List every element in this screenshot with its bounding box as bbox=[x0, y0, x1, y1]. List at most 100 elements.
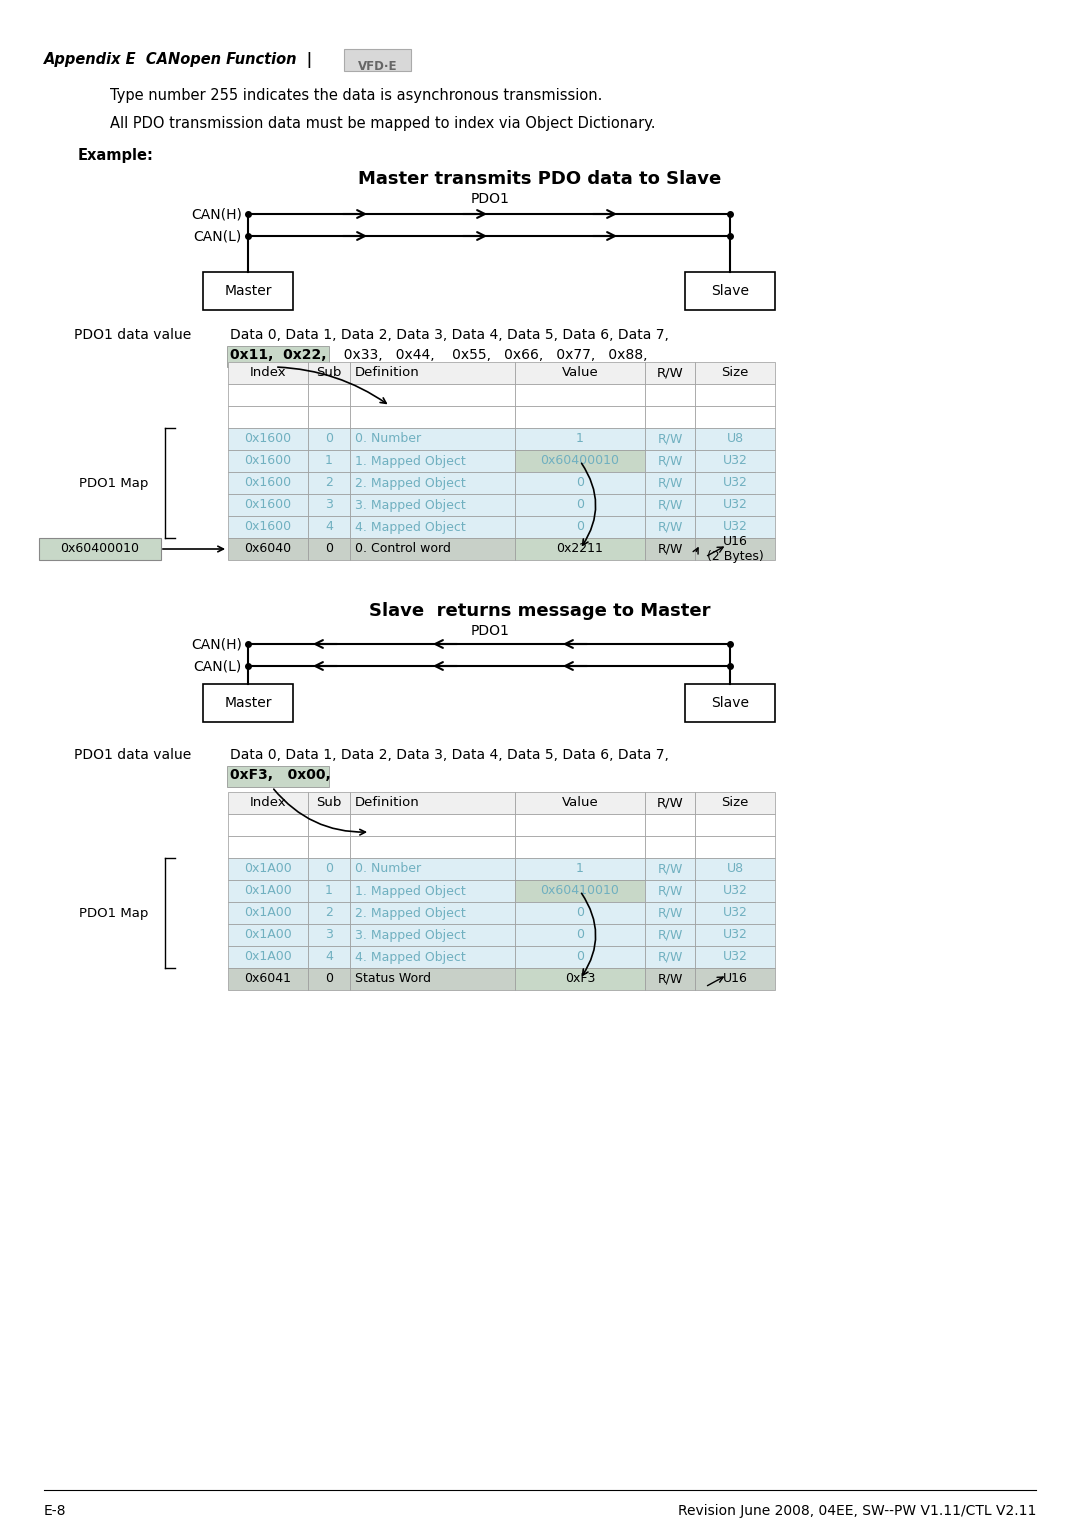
Bar bbox=[308, 881, 350, 902]
Bar bbox=[645, 449, 696, 472]
Bar bbox=[696, 836, 775, 858]
Text: 0xF3,   0x00,: 0xF3, 0x00, bbox=[230, 769, 330, 782]
Bar bbox=[685, 272, 775, 310]
Text: Index: Index bbox=[249, 367, 286, 379]
Text: CAN(L): CAN(L) bbox=[193, 660, 242, 673]
FancyBboxPatch shape bbox=[39, 538, 161, 560]
Text: 0x6040: 0x6040 bbox=[244, 543, 292, 555]
Text: 2: 2 bbox=[325, 907, 333, 919]
Bar bbox=[645, 515, 696, 538]
Text: 0x1600: 0x1600 bbox=[244, 454, 292, 468]
Bar bbox=[645, 472, 696, 494]
Text: 4: 4 bbox=[325, 951, 333, 963]
Text: 3. Mapped Object: 3. Mapped Object bbox=[355, 928, 465, 942]
Bar bbox=[696, 538, 775, 560]
Bar bbox=[645, 902, 696, 923]
Text: 4. Mapped Object: 4. Mapped Object bbox=[355, 520, 465, 534]
Text: U32: U32 bbox=[723, 477, 747, 489]
Text: 0. Control word: 0. Control word bbox=[355, 543, 450, 555]
Text: Size: Size bbox=[721, 796, 748, 810]
Text: 0: 0 bbox=[576, 499, 584, 511]
Bar bbox=[685, 684, 775, 723]
Bar bbox=[308, 902, 350, 923]
Text: R/W: R/W bbox=[658, 928, 683, 942]
Bar bbox=[308, 923, 350, 946]
Text: Example:: Example: bbox=[78, 147, 153, 163]
Text: 0: 0 bbox=[576, 907, 584, 919]
Bar bbox=[350, 923, 515, 946]
FancyBboxPatch shape bbox=[227, 765, 329, 787]
Text: 0x1600: 0x1600 bbox=[244, 520, 292, 534]
Bar bbox=[645, 836, 696, 858]
Bar bbox=[350, 881, 515, 902]
Bar bbox=[696, 923, 775, 946]
Text: U16
(2 Bytes): U16 (2 Bytes) bbox=[706, 535, 764, 563]
Bar bbox=[350, 815, 515, 836]
Bar bbox=[696, 858, 775, 881]
Text: 0x11,  0x22,: 0x11, 0x22, bbox=[230, 348, 326, 362]
Bar bbox=[515, 858, 645, 881]
Text: Slave: Slave bbox=[711, 284, 750, 298]
Text: 2: 2 bbox=[325, 477, 333, 489]
Text: U32: U32 bbox=[723, 885, 747, 897]
Bar bbox=[696, 472, 775, 494]
Text: Definition: Definition bbox=[355, 796, 420, 810]
Bar bbox=[696, 362, 775, 384]
Bar bbox=[515, 968, 645, 989]
Bar bbox=[228, 362, 308, 384]
Bar bbox=[308, 968, 350, 989]
Text: Appendix E  CANopen Function  |: Appendix E CANopen Function | bbox=[44, 52, 313, 67]
Text: 0x60400010: 0x60400010 bbox=[60, 543, 139, 555]
Bar bbox=[645, 946, 696, 968]
Text: R/W: R/W bbox=[658, 454, 683, 468]
Text: R/W: R/W bbox=[658, 433, 683, 445]
Bar bbox=[350, 902, 515, 923]
Text: 0x60400010: 0x60400010 bbox=[540, 454, 620, 468]
Bar bbox=[308, 449, 350, 472]
Text: R/W: R/W bbox=[658, 885, 683, 897]
Text: 4. Mapped Object: 4. Mapped Object bbox=[355, 951, 465, 963]
Text: R/W: R/W bbox=[658, 477, 683, 489]
Text: CAN(H): CAN(H) bbox=[191, 209, 242, 222]
Text: 0: 0 bbox=[325, 543, 333, 555]
Text: Value: Value bbox=[562, 367, 598, 379]
Bar bbox=[308, 384, 350, 407]
Text: Definition: Definition bbox=[355, 367, 420, 379]
Text: R/W: R/W bbox=[658, 973, 683, 985]
Bar bbox=[203, 684, 293, 723]
Bar bbox=[645, 815, 696, 836]
Bar bbox=[515, 946, 645, 968]
Text: 0: 0 bbox=[325, 973, 333, 985]
Bar bbox=[696, 881, 775, 902]
Text: Master: Master bbox=[225, 284, 272, 298]
Bar bbox=[696, 515, 775, 538]
Bar bbox=[228, 792, 308, 815]
Text: 0: 0 bbox=[325, 862, 333, 876]
Bar bbox=[515, 472, 645, 494]
Bar bbox=[645, 881, 696, 902]
Bar bbox=[645, 538, 696, 560]
Bar bbox=[696, 902, 775, 923]
Bar bbox=[228, 923, 308, 946]
Bar bbox=[308, 538, 350, 560]
Text: 0: 0 bbox=[325, 433, 333, 445]
Text: PDO1: PDO1 bbox=[471, 192, 510, 206]
Bar bbox=[645, 384, 696, 407]
Bar bbox=[645, 858, 696, 881]
Text: U32: U32 bbox=[723, 951, 747, 963]
Text: U32: U32 bbox=[723, 928, 747, 942]
Text: 2. Mapped Object: 2. Mapped Object bbox=[355, 477, 465, 489]
Text: 3: 3 bbox=[325, 499, 333, 511]
Text: PDO1 Map: PDO1 Map bbox=[79, 907, 148, 919]
Bar bbox=[515, 515, 645, 538]
Bar bbox=[350, 494, 515, 515]
Bar bbox=[350, 538, 515, 560]
Bar bbox=[515, 384, 645, 407]
Text: R/W: R/W bbox=[658, 862, 683, 876]
Bar bbox=[696, 384, 775, 407]
Bar bbox=[350, 836, 515, 858]
Text: Data 0, Data 1, Data 2, Data 3, Data 4, Data 5, Data 6, Data 7,: Data 0, Data 1, Data 2, Data 3, Data 4, … bbox=[230, 749, 669, 762]
Bar bbox=[308, 858, 350, 881]
Text: 0: 0 bbox=[576, 928, 584, 942]
Text: 0xF3: 0xF3 bbox=[565, 973, 595, 985]
